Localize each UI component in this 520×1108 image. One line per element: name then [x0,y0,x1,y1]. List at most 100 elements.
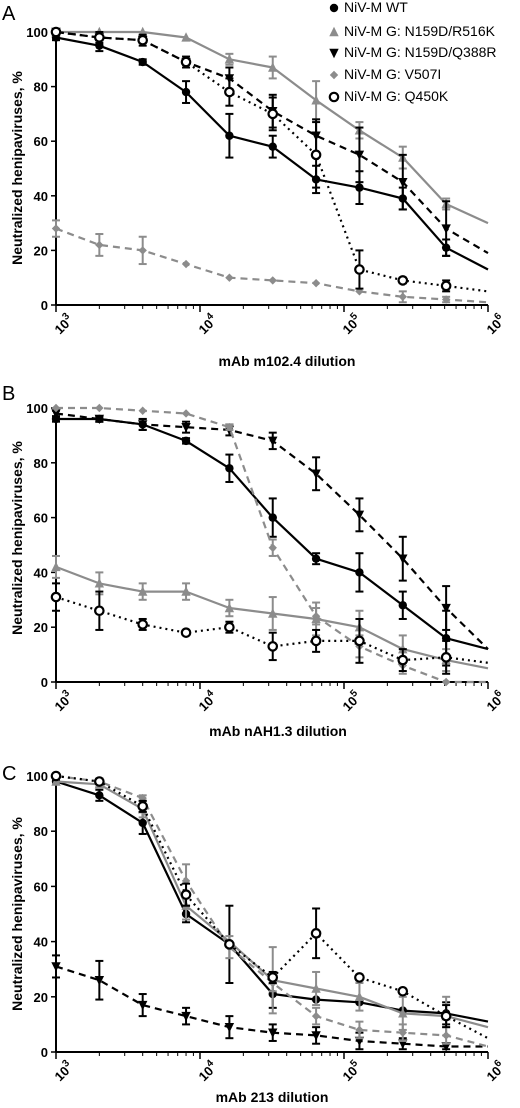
panel-a-data-point [398,177,408,188]
panel-c-data-point [51,962,61,972]
panel-c-data-point [310,928,322,939]
panel-b-data-point [50,591,62,603]
legend-item-n159d-q388r: NiV-M G: N159D/Q388R [329,44,497,60]
legend-label-wt: NiV-M WT [344,0,408,15]
panel-a-data-point [225,131,234,140]
panel-c-data-point [224,939,235,950]
panel-b-xlabel: mAb nAH1.3 dilution [209,723,347,739]
panel-b-xtick-label: 106 [482,688,508,714]
panel-c-data-point [50,770,62,782]
panel-b-data-point [94,414,105,425]
panel-b-data-point [180,627,192,638]
panel-a-data-point [268,62,278,72]
panel-c-data-point [268,1028,278,1038]
panel-c-series-niv-m-wt [51,777,489,1026]
legend-item-wt: NiV-M WT [329,0,408,15]
panel-a-data-point [398,292,407,302]
panel-a-xtick-label: 103 [50,311,76,337]
legend-marker-q450k [328,91,340,103]
panel-a-data-point [94,32,105,43]
panel-a-ytick-label: 0 [41,298,48,313]
legend-item-n159d-r516k: NiV-M G: N159D/R516K [329,23,496,39]
panel-a-data-point [268,142,277,151]
panel-a-data-point [310,149,322,161]
legend-marker-shape [329,48,339,59]
panel-c-ytick-label: 20 [34,990,48,1005]
panel-c-data-point [137,1000,148,1011]
panel-c-ytick-label: 100 [26,769,48,784]
panel-b-ytick-label: 0 [41,675,48,690]
panel-a-data-point [441,224,451,234]
panel-c-data-point [398,1028,407,1037]
panel-c-data-point [311,983,321,993]
panel-b-data-point [268,543,277,552]
panel-b-data-point [181,422,191,433]
panel-a-data-point [224,86,235,98]
panel-c-series-niv-m-g-q450k [50,770,489,1040]
panel-c-data-point [224,1022,235,1033]
legend-marker-shape [329,70,339,80]
panel-b-data-point [137,420,148,430]
panel-c-data-point [397,985,409,997]
panel-b-data-point [311,469,321,479]
legend-label-q450k: NiV-M G: Q450K [344,88,449,104]
panel-b-ytick-label: 80 [34,456,48,471]
panel-a-data-point [181,32,191,42]
legend-item-v507i: NiV-M G: V507I [329,66,441,82]
legend-marker-v507i [329,70,339,80]
panel-b-data-point [224,621,235,633]
panel-a-data-point [441,295,451,304]
legend-marker-n159d-r516k [329,26,339,37]
panel-b-data-point [181,409,191,418]
panel-c-data-point [267,972,279,983]
panel-c-data-point [354,972,365,983]
panel-b-data-point [137,586,148,596]
panel-a-series-niv-m-wt [51,33,489,271]
panel-b-data-point [311,554,321,563]
panel-b-data-point [181,586,191,596]
panel-b-ylabel: Neutralized henipaviruses, % [9,441,25,635]
panel-b-data-point [311,612,321,621]
panel-b-ytick-label: 40 [34,565,48,580]
panel-c-ytick-label: 60 [34,879,48,894]
panel-b-ytick-label: 20 [34,620,48,635]
panel-b-data-point [268,436,278,447]
panel-a-data-point [397,275,409,286]
panel-b-data-point [94,605,105,617]
panel-c-data-point [95,791,104,800]
panel-b-data-point [51,409,61,419]
panel-b-data-point [355,568,364,577]
panel-b-data-point [441,603,451,614]
panel-b-data-point [137,619,148,630]
panel-c: C Neutralized henipaviruses, % mAb 213 d… [2,763,508,1105]
panel-b-data-point [354,635,365,647]
panel-b-letter: B [2,383,15,405]
panel-b-xtick-label: 105 [338,688,364,714]
panel-c-xtick-label: 106 [482,1058,508,1084]
panel-a-data-point [311,95,321,105]
legend: NiV-M WT NiV-M G: N159D/R516K NiV-M G: N… [328,0,497,104]
panel-b-ytick-label: 100 [26,401,48,416]
panel-c-xtick-label: 105 [338,1058,364,1084]
panel-a-xtick-label: 106 [482,311,508,337]
panel-b: B Neutralized henipaviruses, % mAb nAH1.… [2,383,508,739]
panel-c-ytick-label: 80 [34,824,48,839]
panel-b-data-point [138,406,147,415]
panel-c-data-point [94,976,105,986]
panel-c-data-point [181,1011,191,1022]
panel-a-data-point [354,264,365,275]
panel-a-data-point [181,259,191,269]
panel-a-data-point [440,280,452,292]
panel-a-data-point [95,240,104,250]
panel-c-series-niv-m-g-n159d-q388r [51,954,488,1052]
panel-a-data-point [354,150,365,161]
panel-a-series-line [55,227,489,304]
panel-c-data-point [398,1008,408,1018]
panel-b-data-point [267,641,279,652]
panel-c-series-niv-m-g-v507i [51,771,489,1048]
panel-a-data-point [180,56,192,68]
panel-c-data-point [354,991,365,1001]
panel-c-data-point [180,889,192,900]
panel-b-series-niv-m-g-q450k [50,582,489,675]
